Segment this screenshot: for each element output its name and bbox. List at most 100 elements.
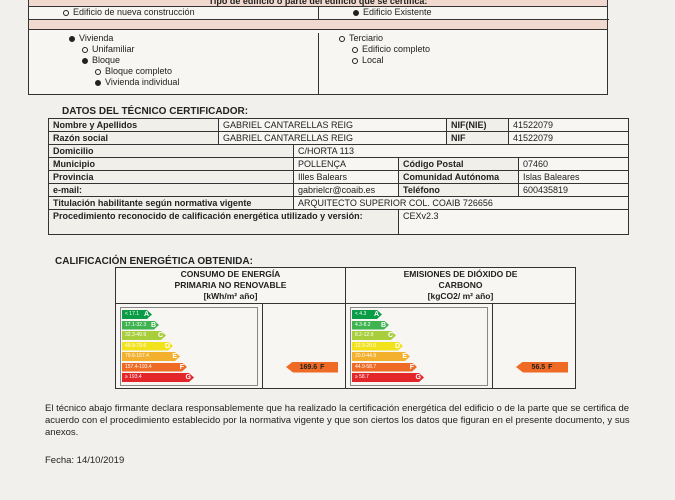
- band-range: < 17.1: [125, 311, 140, 317]
- band-letter: G: [415, 374, 421, 381]
- field-label: Comunidad Autónoma: [398, 170, 519, 184]
- construction-option: Edificio Existente: [319, 7, 609, 20]
- header-line: PRIMARIA NO RENOVABLE: [174, 280, 287, 290]
- scale-band: 157.4-193.4 F: [122, 363, 187, 372]
- radio: [82, 46, 88, 53]
- radio: [82, 57, 88, 64]
- band-letter: F: [179, 363, 184, 371]
- band-range: 79.6-157.4: [125, 353, 149, 359]
- scale-band: ≥ 193.4 G: [122, 373, 194, 382]
- option: Edificio completo: [339, 44, 609, 55]
- declaration: El técnico abajo firmante declara respon…: [45, 403, 630, 438]
- scale-band: 44.9-58.7 F: [352, 363, 417, 372]
- band-letter: E: [172, 353, 177, 360]
- scale-band: 20.0-44.9 E: [352, 352, 410, 361]
- band-range: 32.3-49.9: [125, 332, 147, 338]
- band-letter: B: [150, 321, 156, 329]
- band-letter: C: [387, 332, 393, 339]
- option: Local: [339, 55, 609, 66]
- band-letter: A: [373, 311, 379, 318]
- radio: [95, 79, 101, 86]
- scale-band: 17.1-32.3 B: [122, 321, 159, 330]
- band-letter: G: [185, 374, 191, 381]
- field-label: NIF(NIE): [446, 118, 509, 132]
- radio: [63, 9, 69, 16]
- band-letter: C: [157, 332, 163, 339]
- band-range: 44.9-58.7: [355, 363, 377, 370]
- option-label: Bloque: [92, 55, 121, 65]
- field-label: Municipio: [48, 157, 294, 171]
- option-label: Unifamiliar: [92, 44, 135, 54]
- section-title: Tipo de edificio o parte del edificio qu…: [29, 0, 607, 7]
- field-value: gabrielcr@coaib.es: [293, 183, 399, 197]
- band-letter: D: [394, 342, 400, 350]
- scale-band: 49.9-79.6 D: [122, 342, 173, 351]
- field-value: 600435819: [518, 183, 629, 197]
- radio: [69, 35, 75, 42]
- scale-frame: [120, 307, 258, 386]
- band-letter: D: [164, 342, 170, 350]
- header-line: CARBONO: [438, 280, 483, 290]
- scale-band: 32.3-49.9 C: [122, 331, 166, 340]
- radio: [95, 68, 101, 75]
- header-line: EMISIONES DE DIÓXIDO DE: [403, 269, 518, 279]
- option-label: Vivienda: [79, 33, 114, 43]
- radio: [339, 35, 345, 42]
- rating-value: 56.5: [531, 363, 546, 371]
- scale-band: < 4.3 A: [352, 310, 382, 319]
- scale-band: 8.2-12.9 C: [352, 331, 396, 340]
- field-value: POLLENÇA: [293, 157, 399, 171]
- band-range: 4.3-8.2: [355, 321, 371, 328]
- spacer-row: [29, 20, 607, 30]
- scale-frame: [350, 307, 488, 386]
- date: Fecha: 14/10/2019: [45, 455, 125, 466]
- field-value: 41522079: [508, 131, 629, 145]
- option: Unifamiliar: [69, 44, 318, 55]
- band-range: 20.0-44.9: [355, 353, 377, 359]
- divider: [492, 304, 493, 388]
- scale-band: 79.6-157.4 E: [122, 352, 180, 361]
- option: Bloque completo: [69, 66, 318, 77]
- field-label: Razón social: [48, 131, 219, 145]
- band-range: ≥ 58.7: [355, 374, 369, 380]
- header-line: [kgCO2/ m² año]: [427, 291, 494, 301]
- band-letter: A: [143, 311, 149, 318]
- scale-band: ≥ 58.7 G: [352, 373, 424, 382]
- option-label: Vivienda individual: [105, 77, 180, 87]
- rating-panel: EMISIONES DE DIÓXIDO DE CARBONO [kgCO2/ m²…: [345, 267, 576, 389]
- field-value: CEXv2.3: [398, 209, 629, 235]
- option: Vivienda: [69, 33, 318, 44]
- field-value: ARQUITECTO SUPERIOR COL. COAIB 726656: [293, 196, 629, 210]
- radio: [353, 9, 359, 16]
- band-range: 49.9-79.6: [125, 342, 147, 349]
- building-type-box: Tipo de edificio o parte del edificio qu…: [28, 0, 609, 95]
- scale-band: 12.9-20.0 D: [352, 342, 403, 351]
- band-range: 17.1-32.3: [125, 321, 147, 328]
- rating-letter: F: [548, 363, 553, 371]
- option-label: Edificio completo: [362, 44, 431, 54]
- field-value: 41522079: [508, 118, 629, 132]
- field-label: NIF: [446, 131, 509, 145]
- field-value: C/HORTA 113: [293, 144, 629, 158]
- header-line: CONSUMO DE ENERGÍA: [180, 269, 281, 279]
- band-range: ≥ 193.4: [125, 374, 142, 380]
- scale-band: 4.3-8.2 B: [352, 321, 389, 330]
- option-label: Local: [362, 55, 384, 65]
- option-label: Edificio de nueva construcción: [73, 7, 195, 17]
- scale-band: < 17.1 A: [122, 310, 152, 319]
- field-value: Islas Baleares: [518, 170, 629, 184]
- section-heading: DATOS DEL TÉCNICO CERTIFICADOR:: [62, 106, 249, 117]
- band-letter: B: [380, 321, 386, 329]
- band-letter: F: [409, 363, 414, 371]
- rating-pointer: 169.6 F: [286, 361, 338, 373]
- field-value: GABRIEL CANTARELLAS REIG: [218, 118, 447, 132]
- field-value: GABRIEL CANTARELLAS REIG: [218, 131, 447, 145]
- field-label: Titulación habilitante según normativa v…: [48, 196, 294, 210]
- panel-header: EMISIONES DE DIÓXIDO DE CARBONO [kgCO2/ m²…: [346, 268, 575, 304]
- rating-letter: F: [320, 363, 325, 371]
- band-range: 157.4-193.4: [125, 363, 152, 370]
- header-line: [kWh/m² año]: [203, 291, 258, 301]
- field-value: 07460: [518, 157, 629, 171]
- field-label: Domicilio: [48, 144, 294, 158]
